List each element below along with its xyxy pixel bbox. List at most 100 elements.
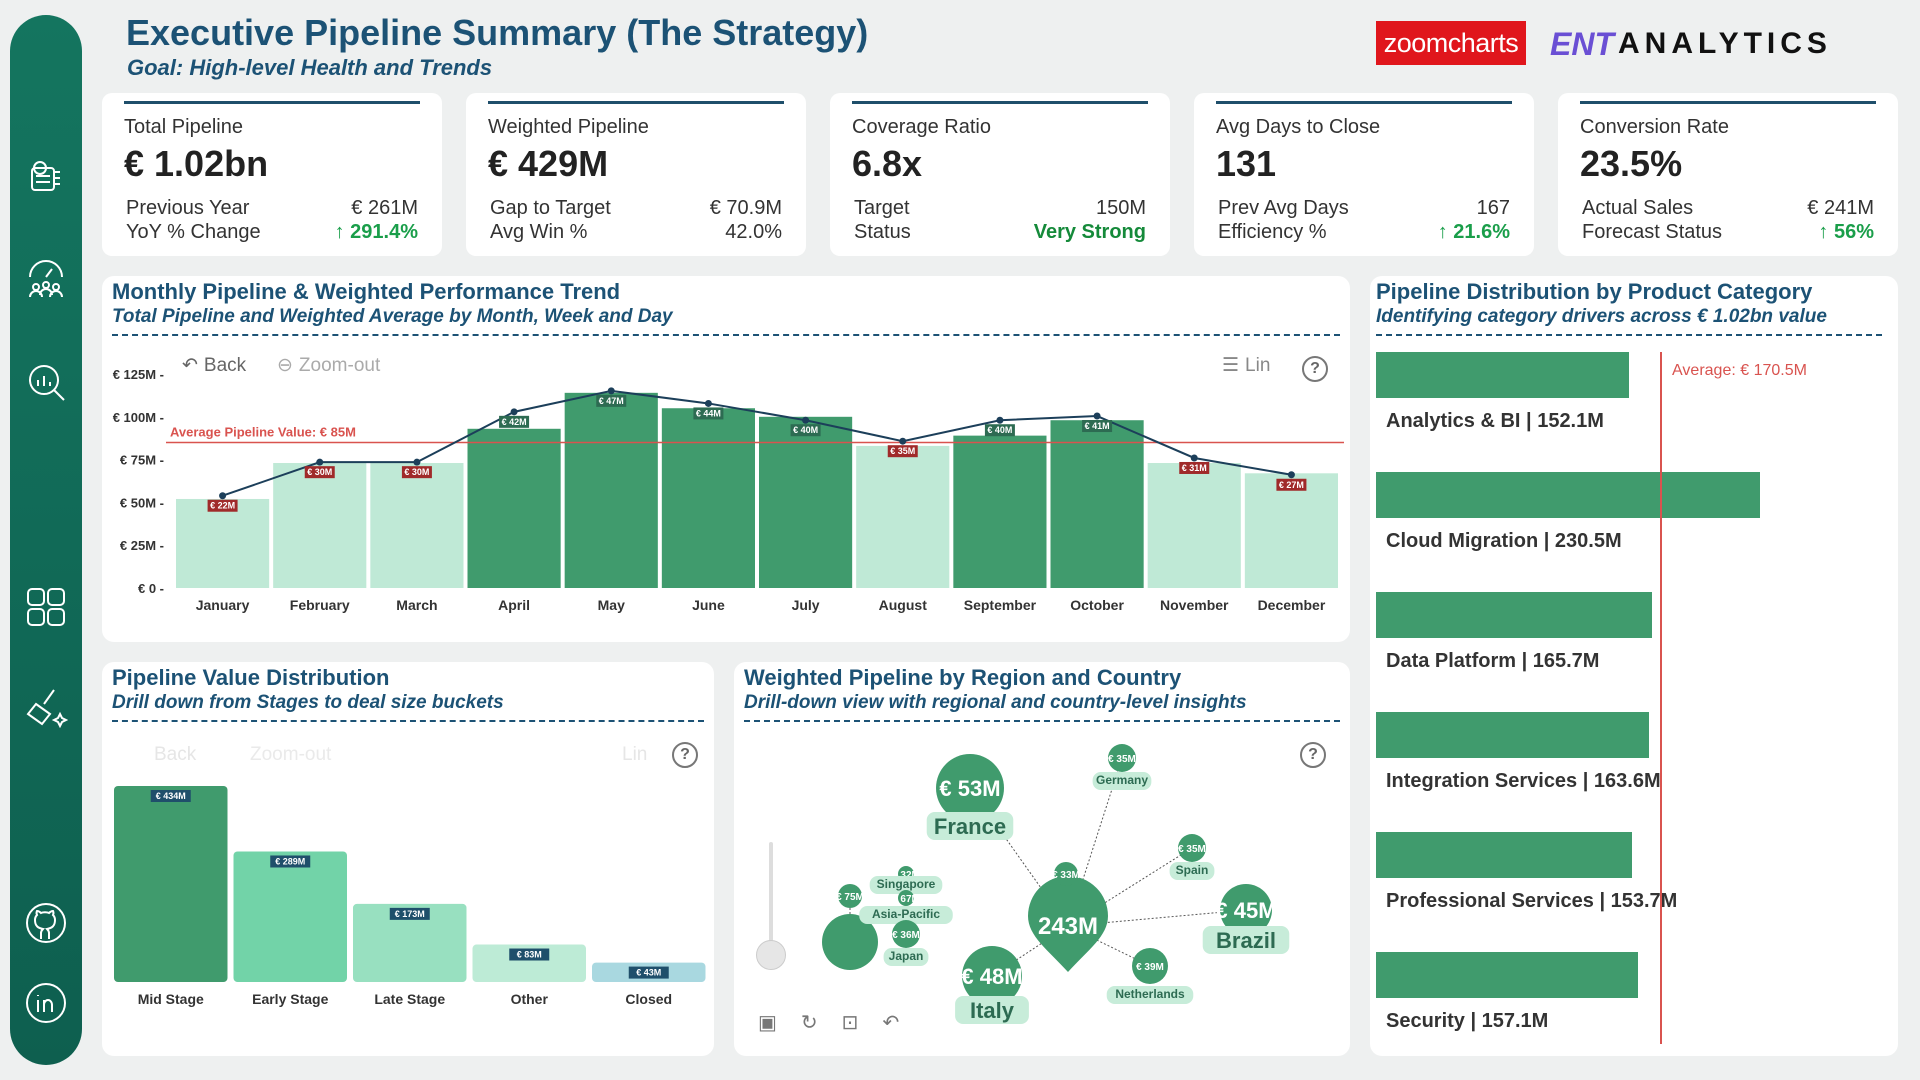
weighted-point — [607, 387, 615, 395]
country-node-value: € 39M — [1136, 962, 1164, 973]
linkedin-icon[interactable] — [22, 979, 70, 1027]
bar — [1050, 420, 1144, 588]
data-label: € 35M — [890, 446, 915, 456]
country-label-bg — [1092, 772, 1152, 790]
kpi-value: 23.5% — [1580, 143, 1683, 184]
category-bar[interactable] — [1376, 952, 1638, 998]
country-node — [1220, 884, 1272, 936]
country-node — [936, 754, 1004, 822]
kpi-row-value: ↑ 21.6% — [1437, 221, 1510, 243]
grid-icon[interactable] — [22, 583, 70, 631]
unlock-icon[interactable]: ⊡ — [841, 1012, 859, 1034]
bar — [353, 903, 467, 982]
data-label-bg — [693, 407, 724, 420]
x-tick-label: July — [792, 597, 820, 613]
weighted-point — [802, 416, 810, 424]
help-button[interactable]: ? — [1300, 742, 1326, 768]
back-button[interactable]: Back — [154, 744, 197, 765]
data-label: € 173M — [395, 909, 425, 919]
kpi-label: Weighted Pipeline — [488, 116, 649, 138]
zoom-out-icon: ⊖ — [277, 355, 293, 376]
data-label-bg — [509, 948, 550, 961]
bar — [370, 463, 464, 588]
data-label-bg — [401, 466, 432, 479]
back-button[interactable]: ↶ Back — [182, 354, 247, 377]
y-tick-label: € 50M - — [120, 495, 164, 510]
data-label: € 40M — [987, 425, 1012, 435]
data-label-bg — [887, 445, 918, 458]
github-icon[interactable] — [22, 899, 70, 947]
y-tick-label: € 75M - — [120, 453, 164, 468]
zoom-out-button[interactable]: ⊖ Zoom-out — [277, 354, 381, 377]
data-label-bg — [790, 424, 821, 437]
weighted-point — [413, 458, 421, 466]
zoomcharts-logo: zoomcharts — [1376, 21, 1526, 65]
country-node-value: € 35M — [1178, 844, 1206, 855]
data-label-bg — [1276, 478, 1307, 491]
country-label-bg — [869, 876, 943, 894]
category-bar[interactable] — [1376, 712, 1649, 758]
undo-icon[interactable]: ↶ — [882, 1012, 900, 1034]
country-label: Asia-Pacific — [872, 907, 940, 921]
country-node-value: € 35M — [1108, 754, 1136, 765]
region-panel: Weighted Pipeline by Region and Country … — [734, 662, 1350, 1056]
analytics-search-icon[interactable] — [22, 358, 70, 406]
kpi-row-label: Forecast Status — [1582, 221, 1723, 243]
weighted-point — [899, 437, 907, 445]
kpi-value: 6.8x — [852, 143, 923, 184]
weighted-point — [510, 408, 518, 416]
bar — [1244, 473, 1338, 588]
country-node — [1132, 948, 1168, 984]
data-label: € 43M — [636, 968, 661, 978]
category-bar[interactable] — [1376, 832, 1633, 878]
data-label-bg — [1179, 461, 1210, 474]
zoom-out-button[interactable]: Zoom-out — [250, 744, 332, 765]
region-network-chart[interactable]: 243M € 53M France € 35M Germany € 35M Spain € 4… — [734, 662, 1350, 1056]
x-tick-label: October — [1070, 597, 1124, 613]
category-bar[interactable] — [1376, 592, 1653, 638]
linear-scale-button[interactable]: ☰ Lin — [1222, 354, 1271, 377]
refresh-icon[interactable]: ↻ — [800, 1012, 818, 1034]
x-tick-label: March — [396, 597, 437, 613]
category-panel: Pipeline Distribution by Product Categor… — [1370, 276, 1898, 1056]
team-performance-icon[interactable] — [22, 255, 70, 303]
linear-scale-button[interactable]: Lin — [622, 744, 648, 765]
country-label: Brazil — [1216, 928, 1276, 953]
country-label-bg — [859, 906, 953, 924]
data-label: € 47M — [599, 396, 624, 406]
weighted-point — [704, 399, 712, 407]
bar — [467, 428, 561, 588]
category-label: Analytics & BI | 152.1M — [1386, 410, 1604, 432]
country-label-bg — [926, 812, 1014, 840]
country-label: Japan — [889, 949, 924, 963]
clean-brush-icon[interactable] — [22, 682, 70, 730]
kpi-row-value: Very Strong — [1033, 221, 1146, 243]
center-node-value: 243M — [1038, 913, 1098, 940]
country-node-value: € 33M — [1052, 870, 1080, 881]
data-label: € 30M — [307, 467, 332, 477]
bar — [114, 786, 228, 982]
kpi-row-value: € 70.9M — [709, 197, 782, 219]
help-button[interactable]: ? — [672, 742, 698, 768]
weighted-point — [316, 458, 324, 466]
camera-icon[interactable]: ▣ — [758, 1012, 777, 1034]
x-tick-label: Early Stage — [252, 991, 328, 1007]
data-label-bg — [389, 907, 430, 920]
page-subtitle: Goal: High-level Health and Trends — [127, 55, 493, 80]
country-node-value: € 48M — [961, 964, 1022, 989]
kpi-row-label: Previous Year — [126, 197, 250, 219]
page-title: Executive Pipeline Summary (The Strategy… — [126, 12, 869, 53]
settings-panel-icon[interactable] — [22, 152, 70, 200]
country-node — [1054, 862, 1078, 886]
category-bar[interactable] — [1376, 352, 1630, 398]
data-label-bg — [150, 790, 191, 802]
network-toolbar: ▣ ↻ ⊡ ↶ — [758, 1010, 899, 1035]
kpi-row-value: € 261M — [351, 197, 418, 219]
data-label: € 289M — [275, 856, 305, 866]
category-bar[interactable] — [1376, 472, 1760, 518]
help-button[interactable]: ? — [1302, 356, 1328, 382]
zoom-slider-handle[interactable] — [756, 940, 786, 970]
average-line — [1660, 352, 1663, 1044]
country-node — [1108, 744, 1136, 772]
kpi-value: 131 — [1216, 143, 1277, 184]
